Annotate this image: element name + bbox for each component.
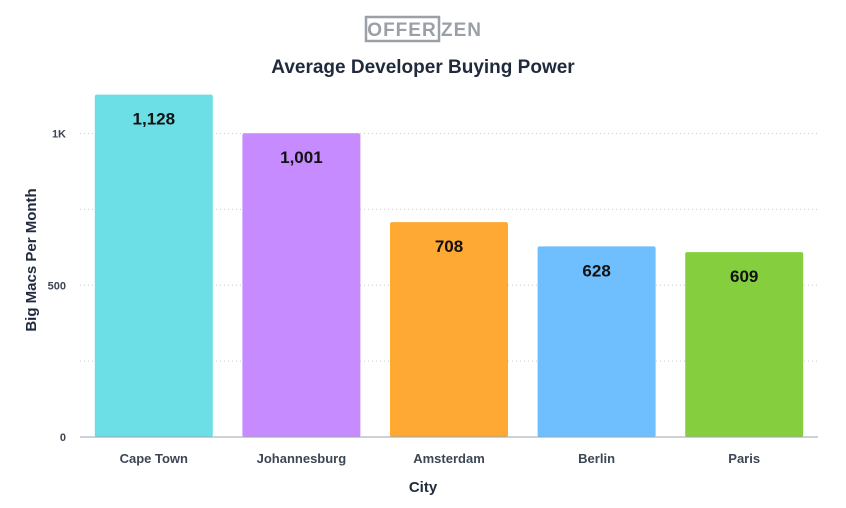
bar-value-labels: 1,128 1,001 708 628 609 (133, 110, 759, 287)
logo-box (364, 15, 441, 43)
y-axis-label: Big Macs Per Month (23, 188, 40, 331)
logo-right-text: ZEN (441, 20, 482, 41)
bar-paris[interactable] (685, 252, 804, 437)
x-tick-label: Paris (728, 451, 760, 466)
bars (94, 94, 804, 438)
offerzen-logo: OFFER ZEN (364, 15, 482, 43)
x-tick-labels: Cape Town Johannesburg Amsterdam Berlin Pari… (120, 451, 760, 466)
bar-value-label: 708 (435, 237, 463, 256)
logo-left-text: OFFER (367, 20, 436, 41)
y-tick-labels: 0 500 1K (48, 129, 66, 444)
y-tick-label: 500 (48, 280, 66, 292)
bar-johannesburg[interactable] (242, 133, 361, 437)
bar-value-label: 1,001 (280, 148, 323, 167)
bar-value-label: 609 (730, 267, 758, 286)
x-axis-label: City (409, 479, 438, 496)
x-tick-label: Johannesburg (257, 451, 347, 466)
bar-cape-town[interactable] (94, 94, 213, 438)
x-tick-label: Cape Town (120, 451, 188, 466)
x-tick-label: Berlin (578, 451, 615, 466)
y-tick-label: 1K (52, 129, 66, 141)
bar-value-label: 628 (582, 261, 610, 280)
bar-amsterdam[interactable] (390, 222, 508, 437)
bar-berlin[interactable] (537, 246, 656, 437)
y-tick-label: 0 (60, 432, 66, 444)
x-tick-label: Amsterdam (413, 451, 485, 466)
bar-value-label: 1,128 (133, 110, 176, 129)
chart-title: Average Developer Buying Power (271, 57, 575, 78)
